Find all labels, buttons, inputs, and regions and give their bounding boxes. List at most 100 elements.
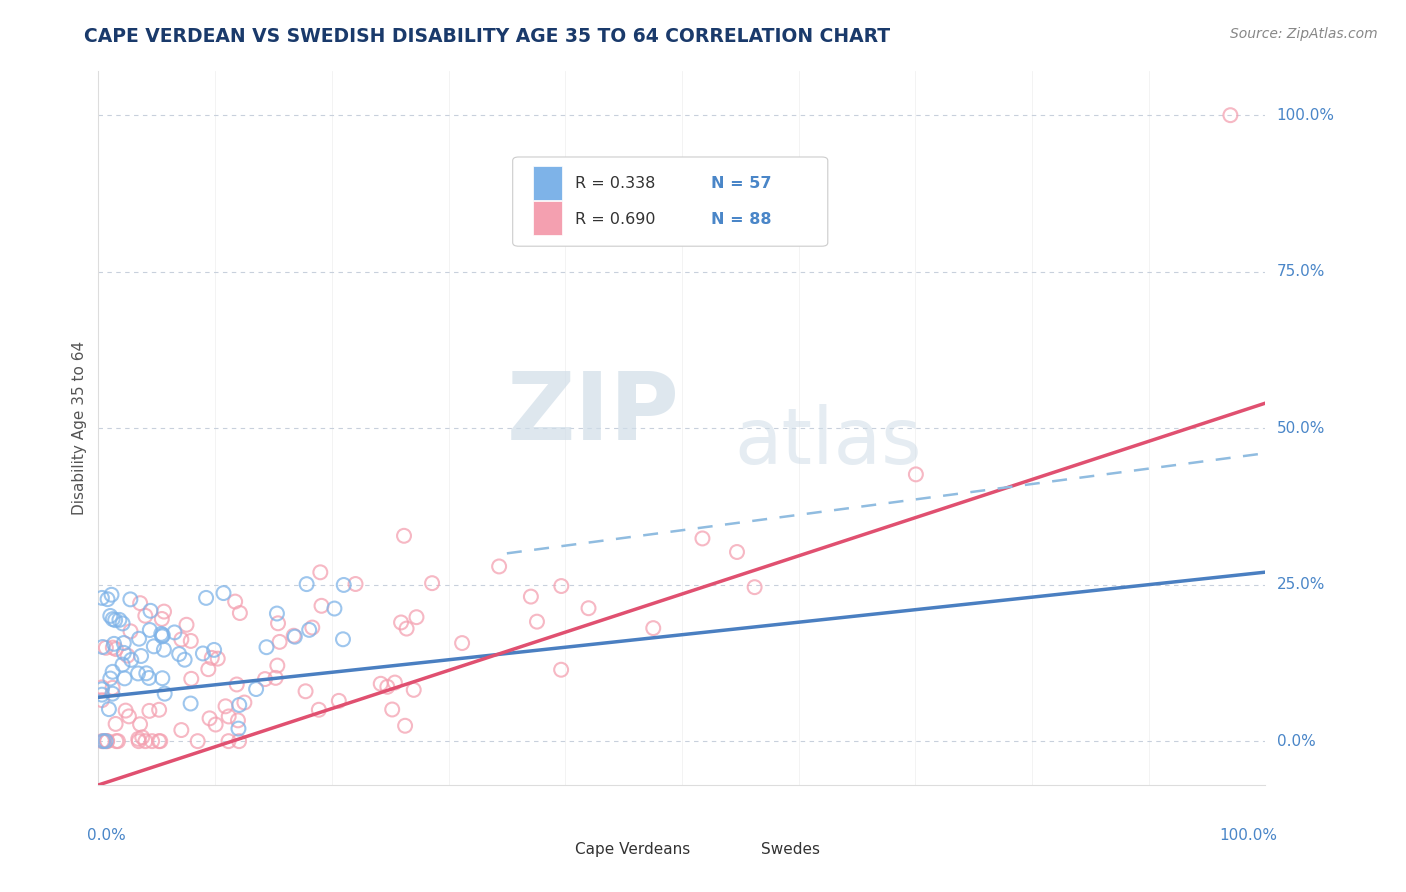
Point [578,601,600,615]
Point [295,577,318,591]
Point [167,647,190,661]
Point [120,592,142,607]
Point [253,672,276,686]
Point [526,615,548,629]
Point [138,704,160,718]
Point [163,625,186,640]
Point [134,734,156,748]
Point [152,628,174,642]
Point [233,696,256,710]
Point [117,648,139,663]
Point [129,648,152,663]
Point [643,621,665,635]
Point [267,616,290,631]
Point [228,734,250,748]
Bar [541,840,568,858]
Point [104,613,127,627]
Point [214,699,236,714]
Point [98,672,121,686]
Point [451,636,474,650]
Point [228,698,250,712]
Text: 0.0%: 0.0% [87,828,125,843]
Point [134,608,156,623]
Point [294,684,316,698]
Point [135,666,157,681]
Point [269,635,291,649]
Point [150,629,173,643]
Point [150,612,173,626]
Point [129,717,152,731]
Point [111,616,134,631]
Point [298,623,321,637]
Point [93,734,115,748]
Point [96,734,118,748]
Text: 50.0%: 50.0% [1277,421,1324,435]
Point [375,680,398,694]
Point [173,653,195,667]
Point [90,734,112,748]
Point [405,610,427,624]
Point [228,722,250,736]
Point [101,640,124,655]
Point [283,629,305,643]
Point [389,615,412,630]
Point [384,675,406,690]
Point [138,671,160,685]
Point [180,672,202,686]
Point [744,580,766,594]
Point [150,627,173,641]
Point [550,663,572,677]
Text: Swedes: Swedes [761,842,820,856]
Point [153,642,176,657]
Point [308,703,330,717]
Point [127,666,149,681]
Point [104,642,127,657]
Point [195,591,218,605]
Point [256,640,278,655]
Point [131,731,153,745]
Point [370,677,392,691]
Point [224,594,246,608]
Point [180,634,202,648]
Point [96,592,118,607]
Point [381,702,404,716]
Point [103,637,125,651]
Bar [533,202,562,235]
Point [245,681,267,696]
Point [520,590,543,604]
Point [112,646,135,660]
Point [101,612,124,626]
Point [692,532,714,546]
Point [284,630,307,644]
Text: ZIP: ZIP [508,368,679,460]
Point [328,694,350,708]
Y-axis label: Disability Age 35 to 64: Disability Age 35 to 64 [72,341,87,516]
Point [904,467,927,482]
Text: Cape Verdeans: Cape Verdeans [575,842,690,856]
Point [191,647,214,661]
Point [139,623,162,637]
Bar [728,840,754,858]
Point [170,632,193,647]
Text: CAPE VERDEAN VS SWEDISH DISABILITY AGE 35 TO 64 CORRELATION CHART: CAPE VERDEAN VS SWEDISH DISABILITY AGE 3… [84,27,890,45]
Point [187,734,209,748]
Point [198,711,221,725]
Point [97,702,120,716]
Text: 100.0%: 100.0% [1277,108,1334,123]
Point [105,734,128,748]
Point [91,640,114,654]
Point [229,606,252,620]
Point [395,622,418,636]
Text: N = 57: N = 57 [711,176,772,191]
Point [201,651,224,665]
Point [311,599,333,613]
Point [96,734,118,748]
Text: 75.0%: 75.0% [1277,264,1324,279]
Point [104,717,127,731]
Point [332,632,354,647]
Text: 0.0%: 0.0% [1277,733,1315,748]
Point [139,604,162,618]
Point [149,734,172,748]
Point [176,617,198,632]
Point [153,687,176,701]
